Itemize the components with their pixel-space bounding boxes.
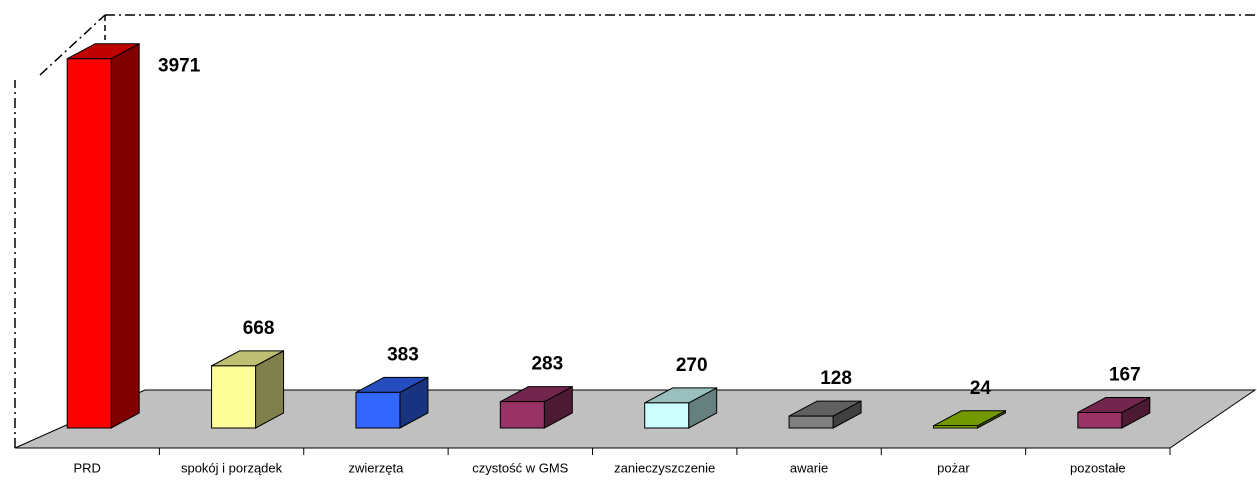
bar-front bbox=[211, 365, 257, 429]
bar-front bbox=[932, 425, 978, 429]
value-label: 128 bbox=[820, 368, 852, 389]
bar-front bbox=[355, 391, 401, 429]
bar bbox=[644, 387, 718, 429]
bar bbox=[355, 376, 429, 429]
bar-front bbox=[66, 58, 112, 429]
value-label: 24 bbox=[970, 378, 992, 399]
value-label: 383 bbox=[387, 344, 419, 365]
x-tick-label: awarie bbox=[790, 460, 828, 475]
x-tick-label: pozostałe bbox=[1070, 460, 1126, 475]
bar bbox=[211, 350, 285, 429]
floor bbox=[14, 389, 1257, 449]
bar bbox=[1077, 396, 1151, 429]
value-label: 167 bbox=[1109, 364, 1141, 385]
x-tick-label: spokój i porządek bbox=[181, 460, 283, 475]
value-label: 668 bbox=[243, 318, 275, 339]
bar bbox=[66, 42, 140, 429]
x-tick-label: PRD bbox=[73, 460, 100, 475]
bar bbox=[788, 400, 862, 429]
wall-edge bbox=[39, 14, 106, 76]
value-label: 283 bbox=[531, 354, 563, 375]
bar bbox=[499, 385, 573, 429]
x-tick-label: zwierzęta bbox=[348, 460, 404, 475]
bar bbox=[932, 409, 1006, 429]
value-label: 270 bbox=[676, 355, 708, 376]
bar-front bbox=[499, 401, 545, 429]
x-tick-label: zanieczyszczenie bbox=[614, 460, 715, 475]
bar-side bbox=[110, 42, 140, 429]
bar-front bbox=[644, 402, 690, 429]
bar-front bbox=[1077, 411, 1123, 429]
x-tick-label: pożar bbox=[937, 460, 970, 475]
value-label: 3971 bbox=[158, 56, 201, 77]
bar-front bbox=[788, 415, 834, 429]
x-tick-label: czystość w GMS bbox=[472, 460, 568, 475]
